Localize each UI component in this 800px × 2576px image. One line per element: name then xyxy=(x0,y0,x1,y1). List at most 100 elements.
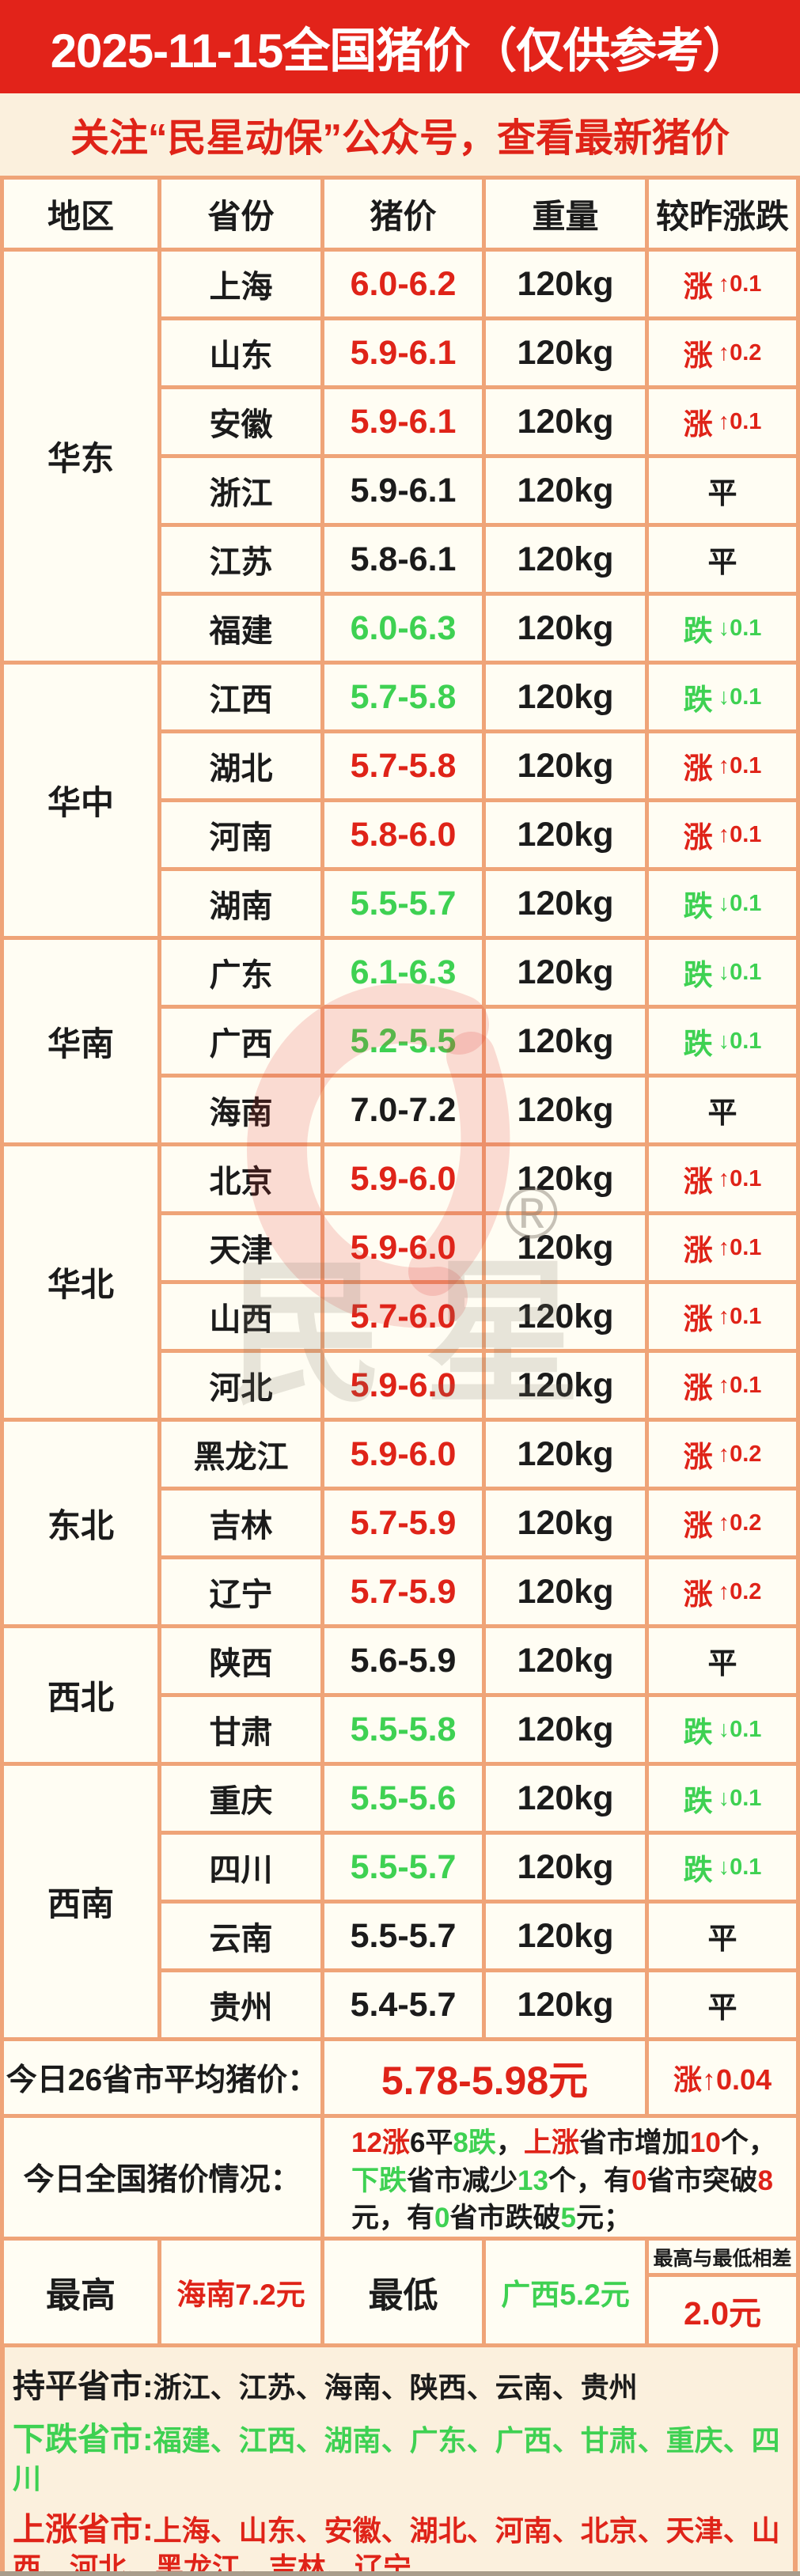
price-cell: 5.7-5.8 xyxy=(324,733,482,798)
province-cell: 黑龙江 xyxy=(161,1422,320,1487)
province-cell: 湖南 xyxy=(161,871,320,936)
price-cell: 6.1-6.3 xyxy=(324,940,482,1005)
change-cell: 涨 ↑0.2 xyxy=(649,320,796,385)
footer-line-list: 福建、江西、湖南、广东、广西、甘肃、重庆、四川 xyxy=(13,2424,780,2495)
province-cell: 吉林 xyxy=(161,1491,320,1555)
province-cell: 上海 xyxy=(161,252,320,316)
price-cell: 5.5-5.6 xyxy=(324,1766,482,1831)
change-cell: 涨 ↑0.1 xyxy=(649,389,796,454)
title-bar: 2025-11-15全国猪价（仅供参考） xyxy=(0,0,800,93)
weight-cell: 120kg xyxy=(486,1215,645,1280)
province-cell: 广西 xyxy=(161,1009,320,1074)
price-cell: 5.9-6.0 xyxy=(324,1215,482,1280)
weight-cell: 120kg xyxy=(486,527,645,592)
price-cell: 5.5-5.7 xyxy=(324,1904,482,1968)
weight-cell: 120kg xyxy=(486,1835,645,1900)
province-cell: 重庆 xyxy=(161,1766,320,1831)
province-cell: 山西 xyxy=(161,1284,320,1349)
weight-cell: 120kg xyxy=(486,1009,645,1074)
footer-line: 上涨省市:上海、山东、安徽、湖北、河南、北京、天津、山西、河北、黑龙江、吉林、辽… xyxy=(13,2509,787,2576)
weight-cell: 120kg xyxy=(486,320,645,385)
diff-cell: 最高与最低相差 2.0元 xyxy=(649,2241,796,2343)
change-cell: 平 xyxy=(649,1628,796,1693)
avg-change: 涨↑0.04 xyxy=(649,2041,796,2114)
province-cell: 河南 xyxy=(161,802,320,867)
change-cell: 跌 ↓0.1 xyxy=(649,1697,796,1762)
weight-cell: 120kg xyxy=(486,1491,645,1555)
weight-cell: 120kg xyxy=(486,252,645,316)
bottom-edge xyxy=(0,2571,800,2576)
weight-cell: 120kg xyxy=(486,871,645,936)
weight-cell: 120kg xyxy=(486,1628,645,1693)
column-header: 地区 xyxy=(4,180,157,248)
weight-cell: 120kg xyxy=(486,458,645,523)
province-cell: 甘肃 xyxy=(161,1697,320,1762)
region-cell: 华南 xyxy=(4,940,157,1142)
price-cell: 6.0-6.3 xyxy=(324,596,482,661)
weight-cell: 120kg xyxy=(486,940,645,1005)
province-cell: 天津 xyxy=(161,1215,320,1280)
weight-cell: 120kg xyxy=(486,596,645,661)
situation-text: 12涨6平8跌，上涨省市增加10个，下跌省市减少13个，有0省市突破8元，有0省… xyxy=(324,2118,796,2237)
price-cell: 5.5-5.7 xyxy=(324,871,482,936)
column-header: 较昨涨跌 xyxy=(649,180,796,248)
footer-line: 持平省市:浙江、江苏、海南、陕西、云南、贵州 xyxy=(13,2366,787,2407)
footer-line-list: 浙江、江苏、海南、陕西、云南、贵州 xyxy=(153,2371,638,2404)
province-cell: 山东 xyxy=(161,320,320,385)
province-cell: 江西 xyxy=(161,665,320,729)
change-cell: 涨 ↑0.1 xyxy=(649,1353,796,1418)
weight-cell: 120kg xyxy=(486,665,645,729)
price-cell: 5.8-6.1 xyxy=(324,527,482,592)
change-cell: 平 xyxy=(649,458,796,523)
weight-cell: 120kg xyxy=(486,1766,645,1831)
weight-cell: 120kg xyxy=(486,1146,645,1211)
change-cell: 跌 ↓0.1 xyxy=(649,1835,796,1900)
footer-line-label: 上涨省市: xyxy=(13,2511,154,2548)
footer-line: 下跌省市:福建、江西、湖南、广东、广西、甘肃、重庆、四川 xyxy=(13,2419,787,2497)
min-value: 广西5.2元 xyxy=(486,2241,645,2343)
price-cell: 5.5-5.7 xyxy=(324,1835,482,1900)
province-cell: 安徽 xyxy=(161,389,320,454)
change-cell: 涨 ↑0.1 xyxy=(649,1146,796,1211)
price-cell: 5.5-5.8 xyxy=(324,1697,482,1762)
province-cell: 北京 xyxy=(161,1146,320,1211)
price-cell: 5.8-6.0 xyxy=(324,802,482,867)
change-cell: 平 xyxy=(649,527,796,592)
region-cell: 西南 xyxy=(4,1766,157,2037)
weight-cell: 120kg xyxy=(486,389,645,454)
weight-cell: 120kg xyxy=(486,1422,645,1487)
province-cell: 云南 xyxy=(161,1904,320,1968)
price-cell: 5.9-6.1 xyxy=(324,458,482,523)
diff-label: 最高与最低相差 xyxy=(649,2241,796,2277)
province-cell: 海南 xyxy=(161,1078,320,1142)
footer-line-label: 持平省市: xyxy=(13,2368,154,2404)
province-cell: 广东 xyxy=(161,940,320,1005)
price-cell: 5.7-5.9 xyxy=(324,1491,482,1555)
weight-cell: 120kg xyxy=(486,1078,645,1142)
province-cell: 湖北 xyxy=(161,733,320,798)
min-label: 最低 xyxy=(324,2241,482,2343)
diff-value: 2.0元 xyxy=(684,2295,761,2332)
avg-price-value: 5.78-5.98元 xyxy=(324,2041,645,2114)
column-header: 省份 xyxy=(161,180,320,248)
weight-cell: 120kg xyxy=(486,733,645,798)
region-cell: 华东 xyxy=(4,252,157,661)
max-value: 海南7.2元 xyxy=(161,2241,320,2343)
page-title: 2025-11-15全国猪价（仅供参考） xyxy=(50,24,751,78)
footer-line-label: 下跌省市: xyxy=(13,2421,154,2458)
weight-cell: 120kg xyxy=(486,1559,645,1624)
price-cell: 5.7-6.0 xyxy=(324,1284,482,1349)
column-header: 重量 xyxy=(486,180,645,248)
price-cell: 5.7-5.9 xyxy=(324,1559,482,1624)
region-cell: 华北 xyxy=(4,1146,157,1418)
weight-cell: 120kg xyxy=(486,1353,645,1418)
price-cell: 5.9-6.1 xyxy=(324,389,482,454)
price-cell: 5.4-5.7 xyxy=(324,1972,482,2037)
province-cell: 四川 xyxy=(161,1835,320,1900)
footer-notes: 持平省市:浙江、江苏、海南、陕西、云南、贵州下跌省市:福建、江西、湖南、广东、广… xyxy=(0,2366,800,2576)
change-cell: 跌 ↓0.1 xyxy=(649,665,796,729)
change-cell: 涨 ↑0.1 xyxy=(649,1215,796,1280)
price-cell: 5.9-6.0 xyxy=(324,1353,482,1418)
province-cell: 贵州 xyxy=(161,1972,320,2037)
region-cell: 西北 xyxy=(4,1628,157,1762)
